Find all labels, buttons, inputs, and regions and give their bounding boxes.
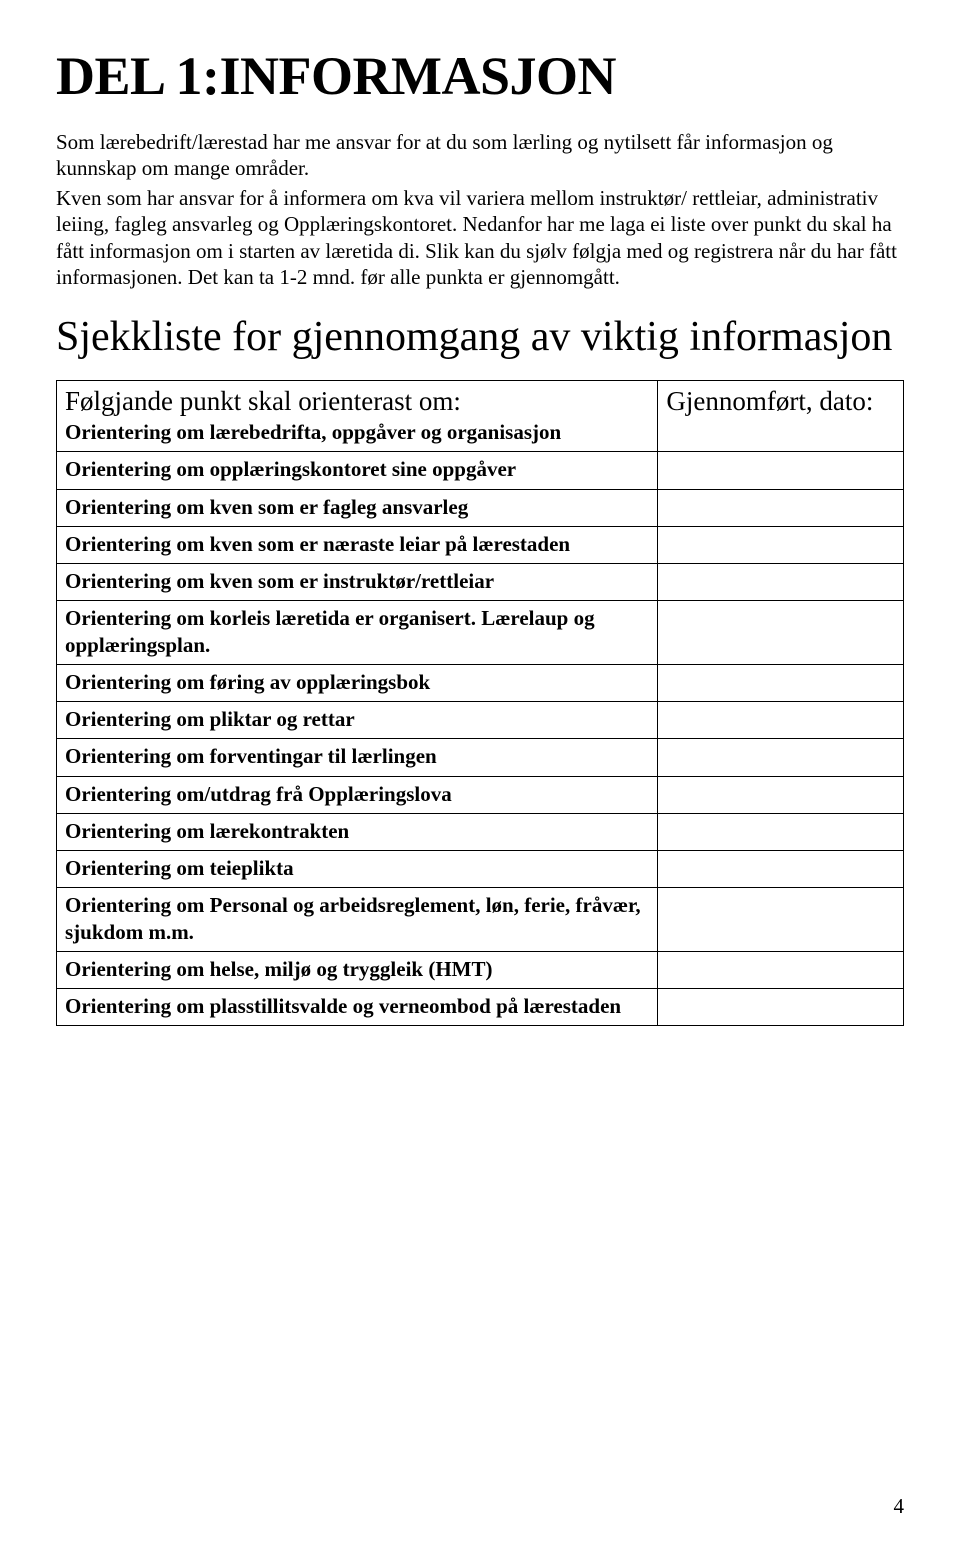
table-row: Orientering om korleis læretida er organ… xyxy=(57,601,904,665)
table-header-row: Følgjande punkt skal orienterast om: Ori… xyxy=(57,381,904,452)
table-row: Orientering om teieplikta xyxy=(57,851,904,888)
intro-paragraph-2: Kven som har ansvar for å informera om k… xyxy=(56,185,904,290)
table-row: Orientering om kven som er fagleg ansvar… xyxy=(57,489,904,526)
checklist-date-cell xyxy=(658,526,904,563)
intro-paragraph-1: Som lærebedrift/lærestad har me ansvar f… xyxy=(56,129,904,182)
checklist-item-label: Orientering om føring av opplæringsbok xyxy=(57,664,658,701)
checklist-date-cell xyxy=(658,452,904,489)
table-row: Orientering om forventingar til lærlinge… xyxy=(57,739,904,776)
checklist-table: Følgjande punkt skal orienterast om: Ori… xyxy=(56,380,904,1026)
table-row: Orientering om lærekontrakten xyxy=(57,813,904,850)
table-row: Orientering om kven som er instruktør/re… xyxy=(57,564,904,601)
checklist-date-cell xyxy=(658,951,904,988)
checklist-date-cell xyxy=(658,489,904,526)
table-row: Orientering om føring av opplæringsbok xyxy=(57,664,904,701)
checklist-date-cell xyxy=(658,601,904,665)
checklist-date-cell xyxy=(658,564,904,601)
checklist-item-label: Orientering om korleis læretida er organ… xyxy=(57,601,658,665)
checklist-date-cell xyxy=(658,989,904,1026)
table-row: Orientering om Personal og arbeidsreglem… xyxy=(57,888,904,952)
checklist-date-cell xyxy=(658,888,904,952)
checklist-item-label: Orientering om opplæringskontoret sine o… xyxy=(57,452,658,489)
heading-del-1: DEL 1:INFORMASJON xyxy=(56,48,904,105)
checklist-item-label: Orientering om Personal og arbeidsreglem… xyxy=(57,888,658,952)
header-left-text: Følgjande punkt skal orienterast om: xyxy=(65,385,649,419)
checklist-date-cell xyxy=(658,851,904,888)
checklist-item-label: Orientering om plasstillitsvalde og vern… xyxy=(57,989,658,1026)
checklist-item-label: Orientering om teieplikta xyxy=(57,851,658,888)
checklist-date-cell xyxy=(658,776,904,813)
checklist-date-cell xyxy=(658,813,904,850)
header-cell-right: Gjennomført, dato: xyxy=(658,381,904,452)
table-row: Orientering om pliktar og rettar xyxy=(57,702,904,739)
checklist-item-label: Orientering om/utdrag frå Opplæringslova xyxy=(57,776,658,813)
checklist-date-cell xyxy=(658,739,904,776)
table-row: Orientering om plasstillitsvalde og vern… xyxy=(57,989,904,1026)
table-row: Orientering om helse, miljø og tryggleik… xyxy=(57,951,904,988)
checklist-item-label: Orientering om kven som er fagleg ansvar… xyxy=(57,489,658,526)
checklist-item-label: Orientering om kven som er næraste leiar… xyxy=(57,526,658,563)
checklist-date-cell xyxy=(658,664,904,701)
checklist-item-label: Orientering om lærekontrakten xyxy=(57,813,658,850)
header-sub-text: Orientering om lærebedrifta, oppgåver og… xyxy=(65,419,649,445)
heading-sjekkliste: Sjekkliste for gjennomgang av viktig inf… xyxy=(56,314,904,360)
checklist-item-label: Orientering om helse, miljø og tryggleik… xyxy=(57,951,658,988)
checklist-date-cell xyxy=(658,702,904,739)
header-cell-left: Følgjande punkt skal orienterast om: Ori… xyxy=(57,381,658,452)
checklist-item-label: Orientering om pliktar og rettar xyxy=(57,702,658,739)
table-row: Orientering om opplæringskontoret sine o… xyxy=(57,452,904,489)
checklist-item-label: Orientering om forventingar til lærlinge… xyxy=(57,739,658,776)
page-number: 4 xyxy=(894,1494,905,1519)
table-row: Orientering om/utdrag frå Opplæringslova xyxy=(57,776,904,813)
checklist-item-label: Orientering om kven som er instruktør/re… xyxy=(57,564,658,601)
table-row: Orientering om kven som er næraste leiar… xyxy=(57,526,904,563)
